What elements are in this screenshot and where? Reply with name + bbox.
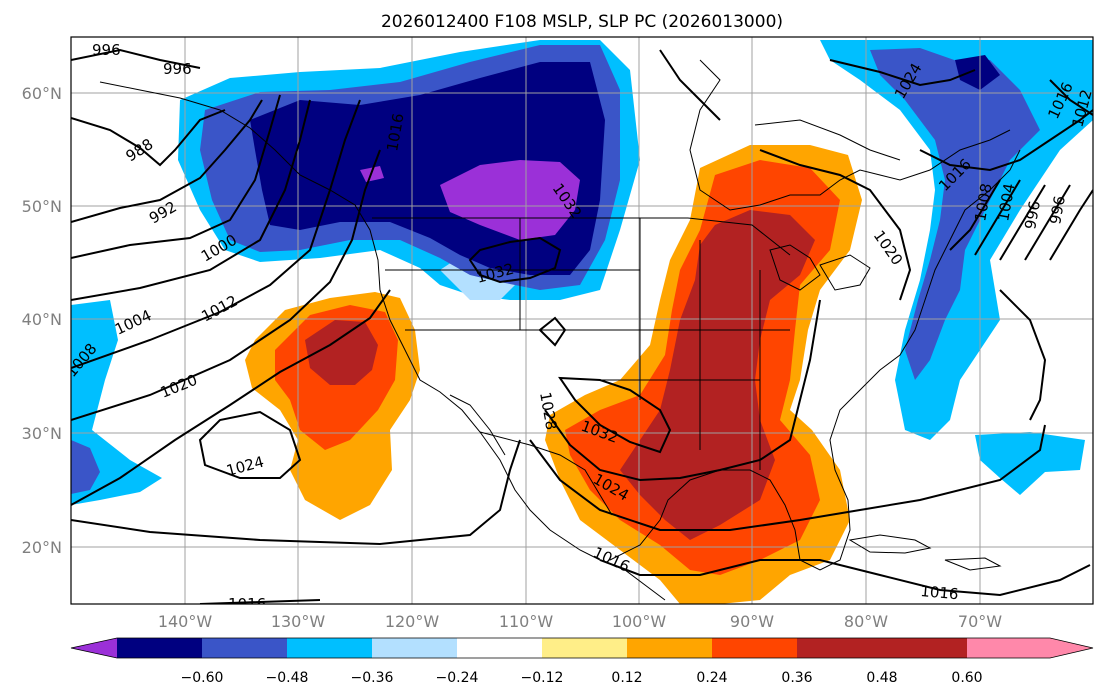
lat-label: 50°N xyxy=(22,197,62,216)
colorbar-segment xyxy=(712,638,797,658)
lon-label: 130°W xyxy=(271,612,326,631)
positive-anomaly-central xyxy=(545,145,862,604)
lat-label: 40°N xyxy=(22,310,62,329)
colorbar-tick-label: −0.36 xyxy=(351,670,394,686)
colorbar-tick-label: 0.12 xyxy=(611,670,642,686)
positive-anomaly-pacific xyxy=(245,292,420,520)
coastlines xyxy=(99,59,1021,601)
colorbar-tick-label: 0.24 xyxy=(696,670,727,686)
map-frame xyxy=(70,36,1094,605)
lon-label: 110°W xyxy=(499,612,554,631)
lon-label: 100°W xyxy=(612,612,667,631)
map-content: 996 996 988 992 1000 1004 1012 1020 1024… xyxy=(71,37,1093,613)
lon-label: 140°W xyxy=(158,612,213,631)
anomaly-fill-cyan xyxy=(71,300,162,505)
colorbar-tick-label: 0.36 xyxy=(781,670,812,686)
colorbar-tick-label: 0.48 xyxy=(866,670,897,686)
lon-label: 70°W xyxy=(958,612,1002,631)
isobars xyxy=(71,48,1093,604)
map-title: 2026012400 F108 MSLP, SLP PC (2026013000… xyxy=(381,12,783,32)
anomaly-fill-blue xyxy=(71,440,100,494)
colorbar-segment xyxy=(542,638,627,658)
colorbar-segment xyxy=(457,638,542,658)
colorbar-segment xyxy=(372,638,457,658)
anomaly-fill-purple xyxy=(440,160,580,240)
isobar-label: 996 xyxy=(1021,199,1044,230)
lat-label: 20°N xyxy=(22,538,62,557)
colorbar-segment xyxy=(797,638,882,658)
anomaly-fill-darkred xyxy=(620,210,815,540)
lon-label: 90°W xyxy=(730,612,774,631)
colorbar-tick-label: −0.60 xyxy=(181,670,224,686)
longitude-labels: 140°W 130°W 120°W 110°W 100°W 90°W 80°W … xyxy=(158,612,1002,631)
colorbar-segment xyxy=(202,638,287,658)
colorbar-segment xyxy=(117,638,202,658)
lon-label: 80°W xyxy=(844,612,888,631)
lat-label: 30°N xyxy=(22,424,62,443)
colorbar-tick-label: −0.24 xyxy=(436,670,479,686)
anomaly-fill-darkred xyxy=(305,320,378,385)
colorbar-tick-label: −0.12 xyxy=(521,670,564,686)
colorbar-tick-label: −0.48 xyxy=(266,670,309,686)
colorbar: −0.60 −0.48 −0.36 −0.24 −0.12 0.12 0.24 … xyxy=(70,637,1094,686)
colorbar-segment xyxy=(287,638,372,658)
anomaly-fill-navy xyxy=(955,55,1000,90)
isobar-label: 1016 xyxy=(920,582,960,603)
colorbar-segment xyxy=(882,638,967,658)
negative-anomaly-pacific xyxy=(71,300,162,505)
isobar-label: 1016 xyxy=(228,595,266,613)
isobar-label: 996 xyxy=(92,41,121,59)
anomaly-fill-orange-islands xyxy=(820,512,842,540)
colorbar-extend-min xyxy=(71,638,117,658)
anomaly-fill-blue xyxy=(870,48,1040,380)
colorbar-tick-label: 0.60 xyxy=(951,670,982,686)
isobar-label: 996 xyxy=(163,60,192,78)
colorbar-segment xyxy=(627,638,712,658)
negative-anomaly-northwest xyxy=(178,40,640,300)
lon-label: 120°W xyxy=(385,612,440,631)
lat-label: 60°N xyxy=(22,84,62,103)
isobar-label: 996 xyxy=(1046,194,1069,225)
latitude-labels: 60°N 50°N 40°N 30°N 20°N xyxy=(22,84,62,557)
